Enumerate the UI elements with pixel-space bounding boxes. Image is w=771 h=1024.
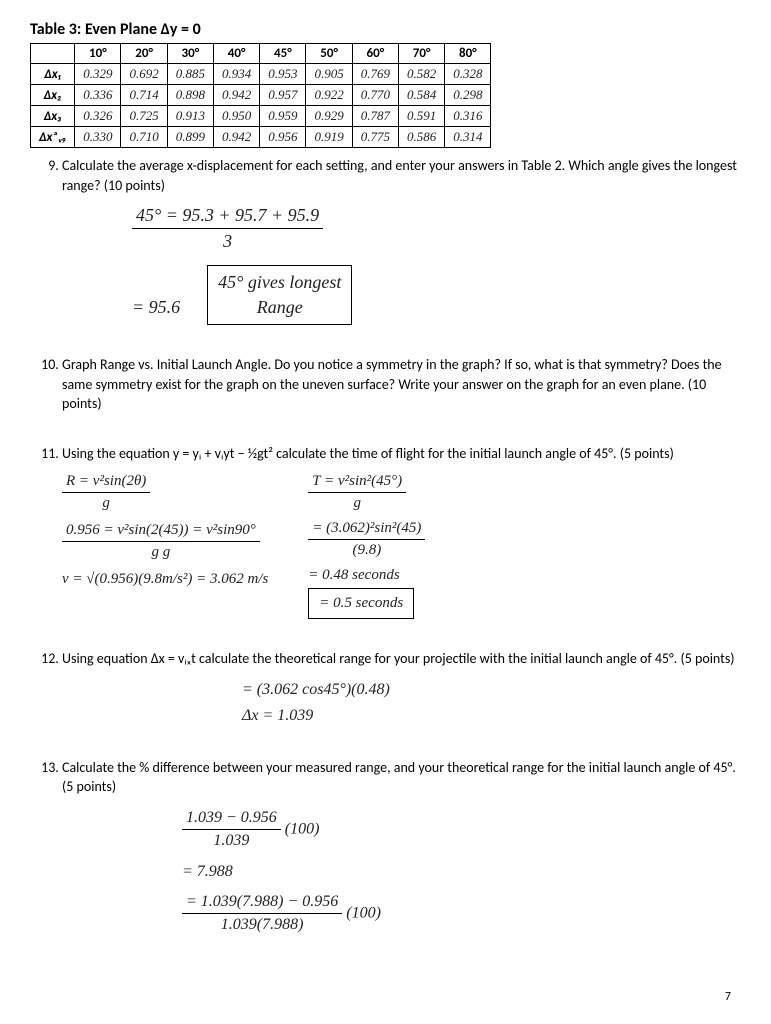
table-cell: 0.326	[75, 106, 121, 127]
col-header: 70°	[398, 44, 444, 64]
col-header: 60°	[352, 44, 398, 64]
q13: Calculate the % difference between your …	[62, 758, 741, 937]
col-header: 30°	[167, 44, 213, 64]
q13-text: Calculate the % difference between your …	[62, 759, 736, 796]
table-cell: 0.710	[121, 127, 167, 148]
data-table: 10°20°30°40°45°50°60°70°80° Δx₁0.3290.69…	[30, 43, 491, 148]
q11-l1b: g	[62, 493, 150, 514]
table-cell: 0.942	[213, 127, 259, 148]
table-cell: 0.953	[260, 64, 306, 85]
q13-h3r: (100)	[346, 905, 381, 922]
table-cell: 0.329	[75, 64, 121, 85]
table-cell: 0.787	[352, 106, 398, 127]
q11-l2b: g g	[62, 542, 260, 563]
q12-h2: Δx = 1.039	[242, 705, 741, 727]
q9-h1: 45° = 95.3 + 95.7 + 95.9	[132, 203, 323, 229]
q10-text: Graph Range vs. Initial Launch Angle. Do…	[62, 356, 722, 412]
table-cell: 0.314	[445, 127, 491, 148]
q9: Calculate the average x-displacement for…	[62, 156, 741, 325]
table-cell: 0.775	[352, 127, 398, 148]
q13-h1t: 1.039 − 0.956	[182, 807, 281, 830]
q11-r2b: (9.8)	[308, 540, 425, 561]
row-label: Δx₁	[31, 64, 75, 85]
q13-h1r: (100)	[285, 820, 320, 837]
table-cell: 0.885	[167, 64, 213, 85]
col-header: 40°	[213, 44, 259, 64]
q11: Using the equation y = yᵢ + vᵢyt − ½gt² …	[62, 444, 741, 620]
table-cell: 0.769	[352, 64, 398, 85]
q11-r2: = (3.062)²sin²(45)	[308, 518, 425, 540]
table-cell: 0.905	[306, 64, 352, 85]
table-cell: 0.725	[121, 106, 167, 127]
q11-r3: = 0.48 seconds	[308, 565, 425, 586]
col-header	[31, 44, 75, 64]
q13-h1b: 1.039	[182, 830, 281, 852]
row-label: Δx₂	[31, 85, 75, 106]
table-cell: 0.934	[213, 64, 259, 85]
col-header: 80°	[445, 44, 491, 64]
q9-h2: = 95.6	[132, 297, 180, 317]
table-cell: 0.328	[445, 64, 491, 85]
table-cell: 0.950	[213, 106, 259, 127]
q12-text: Using equation Δx = vᵢₓt calculate the t…	[62, 650, 735, 667]
table-title: Table 3: Even Plane Δy = 0	[30, 20, 741, 39]
table-cell: 0.898	[167, 85, 213, 106]
table-cell: 0.316	[445, 106, 491, 127]
q9-box2: Range	[257, 297, 303, 317]
q13-h3b: 1.039(7.988)	[182, 914, 342, 936]
col-header: 50°	[306, 44, 352, 64]
q11-r1: T = v²sin²(45°)	[308, 471, 406, 493]
q11-r1b: g	[308, 493, 406, 514]
table-cell: 0.959	[260, 106, 306, 127]
table-cell: 0.298	[445, 85, 491, 106]
q11-l3: v = √(0.956)(9.8m/s²) = 3.062 m/s	[62, 569, 268, 590]
table-cell: 0.899	[167, 127, 213, 148]
q13-h3t: = 1.039(7.988) − 0.956	[182, 891, 342, 914]
row-label: Δx₃	[31, 106, 75, 127]
table-cell: 0.956	[260, 127, 306, 148]
q9-h1b: 3	[132, 229, 323, 254]
q11-l2: 0.956 = v²sin(2(45)) = v²sin90°	[62, 520, 260, 542]
page-number: 7	[725, 990, 731, 1004]
table-cell: 0.714	[121, 85, 167, 106]
table-cell: 0.929	[306, 106, 352, 127]
q11-text: Using the equation y = yᵢ + vᵢyt − ½gt² …	[62, 445, 674, 462]
table-cell: 0.336	[75, 85, 121, 106]
table-cell: 0.957	[260, 85, 306, 106]
table-cell: 0.919	[306, 127, 352, 148]
table-cell: 0.582	[398, 64, 444, 85]
q11-l1: R = v²sin(2θ)	[62, 471, 150, 493]
q13-h2: = 7.988	[182, 861, 741, 883]
col-header: 20°	[121, 44, 167, 64]
q12-h1: = (3.062 cos45°)(0.48)	[242, 679, 741, 701]
table-cell: 0.591	[398, 106, 444, 127]
q9-box1: 45° gives longest	[218, 272, 341, 292]
col-header: 10°	[75, 44, 121, 64]
table-cell: 0.913	[167, 106, 213, 127]
table-cell: 0.584	[398, 85, 444, 106]
q11-r4: = 0.5 seconds	[308, 588, 414, 619]
table-cell: 0.942	[213, 85, 259, 106]
col-header: 45°	[260, 44, 306, 64]
table-cell: 0.330	[75, 127, 121, 148]
row-label: Δxₐᵥ₉	[31, 127, 75, 148]
q9-text: Calculate the average x-displacement for…	[62, 157, 737, 194]
table-cell: 0.692	[121, 64, 167, 85]
table-cell: 0.922	[306, 85, 352, 106]
q12: Using equation Δx = vᵢₓt calculate the t…	[62, 649, 741, 727]
q10: Graph Range vs. Initial Launch Angle. Do…	[62, 355, 741, 414]
table-cell: 0.586	[398, 127, 444, 148]
table-cell: 0.770	[352, 85, 398, 106]
